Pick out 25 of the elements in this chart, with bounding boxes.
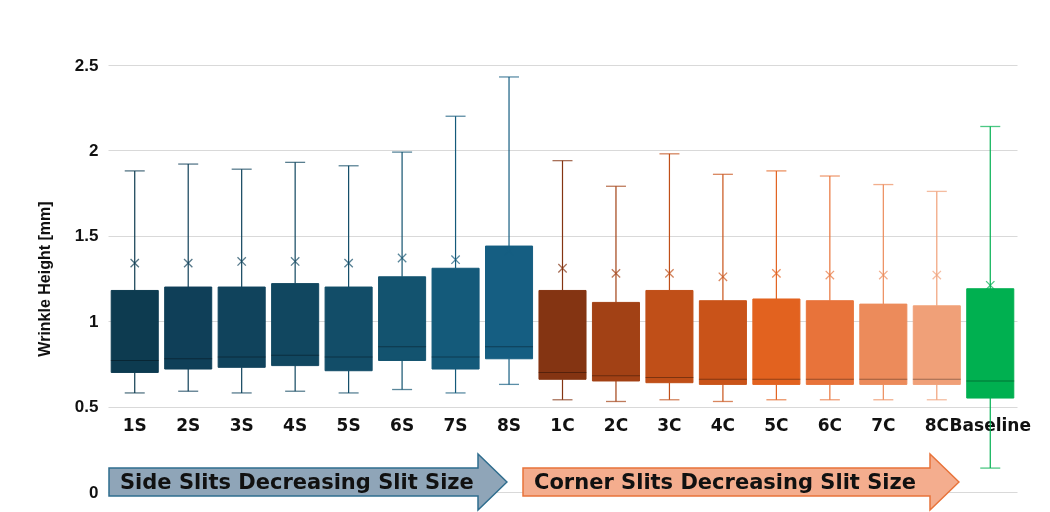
- x-tick-label: 4S: [283, 414, 308, 435]
- annotation: Corner Slits Decreasing Slit Size: [534, 470, 916, 494]
- y-tick-label: 1.5: [74, 226, 99, 246]
- y-tick-label: 2.5: [74, 55, 99, 75]
- x-tick-label: 5C: [764, 414, 789, 435]
- x-tick-label: 2C: [603, 414, 629, 435]
- x-tick-label: 8S: [496, 414, 522, 435]
- x-tick-label: 6C: [817, 414, 843, 435]
- x-tick-label: 3S: [229, 414, 254, 435]
- x-tick-label: 7C: [871, 414, 896, 435]
- x-tick-label: 4C: [710, 414, 736, 435]
- x-tick-label: 7S: [443, 414, 468, 435]
- x-tick-label: 2S: [176, 414, 201, 435]
- y-axis-title: Wrinkle Height [mm]: [35, 201, 53, 357]
- annotation: Side Slits Decreasing Slit Size: [120, 470, 474, 494]
- x-tick-label: 6S: [390, 414, 415, 435]
- y-tick-label: 1: [89, 311, 99, 331]
- y-tick-label: 0.5: [74, 397, 99, 417]
- x-tick-label: 1S: [122, 414, 147, 435]
- x-tick-label: 1C: [550, 414, 575, 435]
- y-tick-label: 2: [89, 140, 99, 160]
- x-tick-label: 8C: [924, 414, 949, 435]
- y-tick-label: 0: [89, 482, 99, 502]
- x-tick-label: 3C: [657, 414, 682, 435]
- x-tick-label: 5S: [336, 414, 361, 435]
